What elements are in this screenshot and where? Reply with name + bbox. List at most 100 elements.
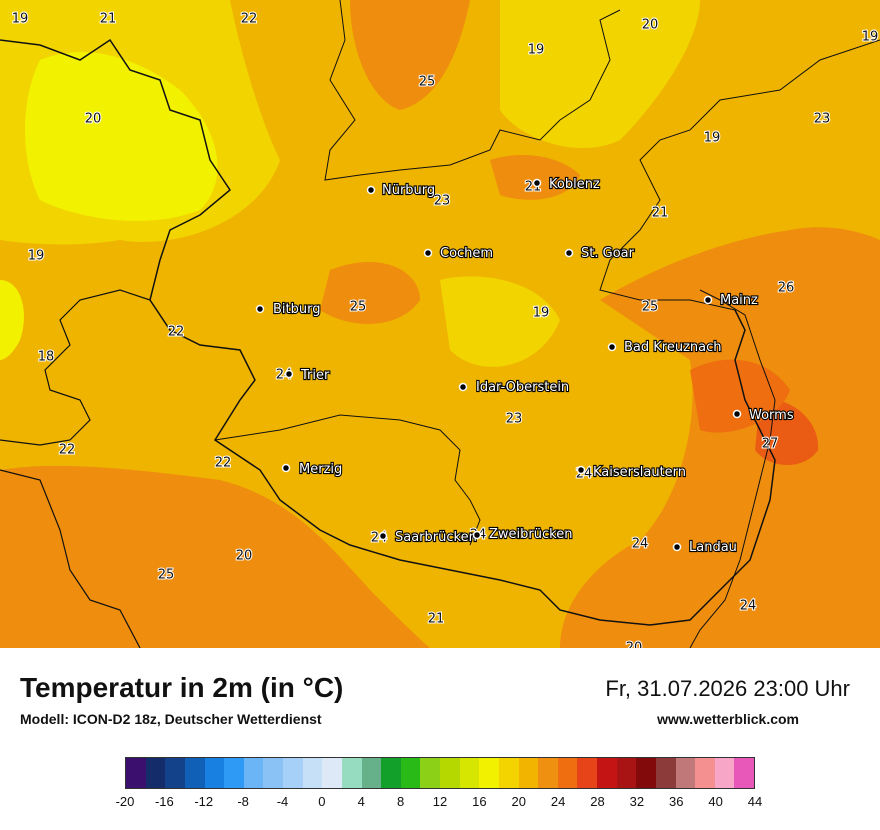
- city-label: Kaiserslautern: [593, 465, 686, 480]
- forecast-datetime: Fr, 31.07.2026 23:00 Uhr: [605, 676, 850, 701]
- hot-region-mainz: [690, 359, 790, 433]
- city-dot: [378, 531, 388, 541]
- temperature-value: 21: [428, 612, 445, 627]
- colorbar-segment: [498, 758, 519, 788]
- colorbar-segment: [204, 758, 225, 788]
- colorbar-ticks: -20 -16 -12 -8 -4 0 4 8 12 16 20 24 28 32 36 40 44: [116, 794, 763, 814]
- mild-region-center: [440, 276, 560, 367]
- colorbar-tick-label: -16: [154, 794, 174, 809]
- warm-region-east: [560, 227, 880, 648]
- colorbar-tick-label: 0: [318, 794, 326, 809]
- city-dot: [564, 248, 574, 258]
- temperature-value: 19: [28, 249, 45, 264]
- temperature-value: 21: [100, 12, 117, 27]
- colorbar-segment: [734, 758, 754, 788]
- website-link[interactable]: www.wetterblick.com: [657, 711, 799, 727]
- footer: Temperatur in 2m (in °C) Modell: ICON-D2…: [0, 648, 880, 830]
- colorbar-segment: [145, 758, 166, 788]
- colorbar-segment: [675, 758, 696, 788]
- city-label: Mainz: [720, 293, 758, 308]
- temperature-value: 22: [59, 443, 76, 458]
- city-dot: [284, 369, 294, 379]
- mild-region-north-central: [500, 0, 700, 149]
- colorbar-tick-label: 32: [629, 794, 645, 809]
- cool-region-west: [0, 280, 24, 360]
- temperature-value: 23: [814, 112, 831, 127]
- colorbar-segment: [341, 758, 362, 788]
- temperature-value: 18: [38, 350, 55, 365]
- colorbar-tick-label: -20: [115, 794, 135, 809]
- city-label: Bad Kreuznach: [624, 340, 722, 355]
- colorbar-tick-label: 20: [511, 794, 526, 809]
- colorbar-segment: [165, 758, 185, 788]
- temperature-value: 22: [241, 12, 258, 27]
- temperature-value: 25: [350, 300, 367, 315]
- temperature-value: 19: [12, 12, 29, 27]
- city-label: Bitburg: [273, 302, 321, 317]
- temperature-value: 19: [533, 306, 550, 321]
- colorbar-segment: [577, 758, 597, 788]
- hot-region-worms: [755, 399, 819, 465]
- city-label: Koblenz: [549, 177, 600, 192]
- colorbar-tick-label: 4: [357, 794, 365, 809]
- city-markers: Nürburg Koblenz Cochem St. Goar Bitburg Mainz…: [255, 176, 795, 556]
- colorbar-tick-label: 36: [669, 794, 684, 809]
- state-border-east: [599, 39, 880, 311]
- colorbar-tick-label: -8: [237, 794, 249, 809]
- city-dot: [423, 248, 433, 258]
- temperature-values: 19 21 22 20 19 19 25 20 23 19 23 21 21 19 26 25 25 19 22 18…: [11, 11, 880, 649]
- cool-region-luxembourg: [25, 51, 218, 221]
- model-info: Modell: ICON-D2 18z, Deutscher Wetterdie…: [20, 711, 322, 727]
- colorbar-tick-label: 44: [747, 794, 763, 809]
- colorbar-segment: [440, 758, 460, 788]
- city-label: St. Goar: [581, 246, 635, 261]
- city-dot: [281, 463, 291, 473]
- colorbar-segment: [695, 758, 715, 788]
- temperature-value: 19: [704, 131, 721, 146]
- colorbar-segment: [283, 758, 303, 788]
- colorbar-segment: [616, 758, 637, 788]
- country-border-west: [0, 289, 151, 446]
- temperature-value: 25: [158, 568, 175, 583]
- colorbar-segment: [224, 758, 244, 788]
- temperature-value: 20: [642, 18, 659, 33]
- colorbar-segment: [518, 758, 539, 788]
- colorbar-tick-label: 8: [397, 794, 405, 809]
- city-label: Trier: [300, 368, 330, 383]
- country-border-south: [0, 469, 141, 648]
- temperature-value: 25: [419, 75, 436, 90]
- city-label: Nürburg: [382, 183, 435, 198]
- city-dot: [532, 178, 542, 188]
- temperature-value: 19: [528, 43, 545, 58]
- colorbar-segment: [381, 758, 401, 788]
- map-title: Temperatur in 2m (in °C): [20, 672, 344, 703]
- colorbar-segment: [243, 758, 264, 788]
- city-label: Cochem: [440, 246, 493, 261]
- city-label: Saarbrücken: [395, 530, 477, 545]
- temperature-value: 22: [215, 456, 232, 471]
- city-dot: [703, 295, 713, 305]
- temperature-value: 20: [236, 549, 253, 564]
- warm-region-koblenz: [490, 155, 580, 200]
- colorbar-segment: [263, 758, 283, 788]
- state-border-saar: [214, 414, 481, 546]
- colorbar-segment: [479, 758, 499, 788]
- temperature-value: 24: [740, 599, 757, 614]
- city-dot: [255, 304, 265, 314]
- colorbar-segment: [557, 758, 578, 788]
- city-dot: [732, 409, 742, 419]
- country-border: [0, 38, 776, 626]
- temperature-value: 26: [778, 281, 795, 296]
- colorbar-segment: [597, 758, 617, 788]
- colorbar-segment: [361, 758, 382, 788]
- temperature-value: 22: [168, 325, 185, 340]
- city-label: Landau: [689, 540, 737, 555]
- colorbar-segment: [714, 758, 735, 788]
- colorbar-segment: [322, 758, 342, 788]
- city-dot: [672, 542, 682, 552]
- colorbar-tick-label: 28: [590, 794, 605, 809]
- colorbar-segment: [655, 758, 676, 788]
- colorbar-tick-label: 16: [472, 794, 487, 809]
- city-dot: [458, 382, 468, 392]
- city-label: Worms: [749, 408, 794, 423]
